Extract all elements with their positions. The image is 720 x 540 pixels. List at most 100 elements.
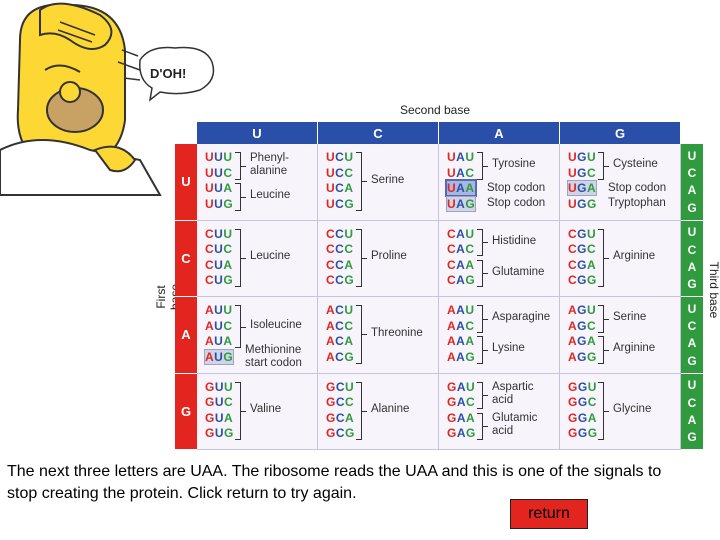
codon-bracket (598, 305, 609, 333)
codon-guu: GUU (205, 380, 233, 394)
amino-acid-label: Asparagine (492, 311, 551, 324)
codon-base: A (447, 349, 457, 364)
codon-base: G (577, 410, 588, 425)
codon-table: U C A G U C A G UUU UUC UUA UUG Phenyl- alan… (175, 122, 703, 450)
codon-cell: ACU ACC ACA ACG Threonine (318, 297, 439, 374)
instruction-message: The next three letters are UAA. The ribo… (7, 463, 662, 502)
codon-base: G (577, 395, 588, 409)
codon-base: A (568, 349, 578, 364)
codon-base: G (465, 349, 476, 364)
codon-aau: AAU (447, 303, 475, 317)
codon-auc: AUC (205, 319, 233, 333)
codon-uaa: UAA (445, 179, 477, 197)
codon-gga: GGA (568, 411, 597, 425)
amino-acid-label: Serine (613, 311, 647, 324)
codon-base: A (326, 318, 336, 333)
codon-base: C (335, 226, 345, 241)
codon-bracket (235, 228, 246, 287)
codon-base: C (335, 395, 346, 409)
codon-cua: CUA (205, 258, 233, 272)
codon-base: U (205, 165, 215, 180)
codon-gaa: GAA (447, 411, 475, 425)
codon-base: G (326, 410, 336, 425)
codon-base: U (568, 181, 578, 195)
codon-base: U (214, 242, 224, 256)
codon-caa: CAA (447, 258, 475, 272)
codon-base: A (456, 379, 467, 394)
codon-base: G (447, 395, 457, 409)
codon-gug: GUG (205, 426, 234, 440)
codon-base: C (326, 257, 336, 272)
codon-uca: UCA (326, 181, 354, 195)
codon-base: G (577, 426, 588, 440)
third-base-letter: C (687, 319, 697, 334)
codon-base: A (205, 303, 215, 317)
codon-base: G (577, 196, 588, 211)
codon-bracket (477, 336, 488, 364)
codon-base: C (344, 318, 354, 333)
codon-base: U (447, 181, 457, 195)
codon-base: C (335, 349, 345, 364)
first-base-column: U C A G (175, 144, 197, 450)
codon-base: U (214, 303, 224, 317)
first-base-a: A (175, 297, 197, 374)
codon-base: U (214, 349, 224, 364)
codon-ggg: GGG (568, 426, 598, 440)
codon-base: U (214, 226, 224, 241)
codon-ccu: CCU (326, 227, 354, 241)
codon-base: C (344, 242, 354, 256)
codon-cac: CAC (447, 242, 475, 256)
codon-agc: AGC (568, 319, 596, 333)
codon-aac: AAC (447, 319, 475, 333)
codon-base: C (223, 318, 233, 333)
codon-bracket (598, 152, 609, 180)
codon-base: C (587, 318, 597, 333)
codon-guc: GUC (205, 395, 233, 409)
amino-acid-label: Phenyl- alanine (250, 151, 289, 177)
codon-acc: ACC (326, 319, 354, 333)
codon-cell: UUU UUC UUA UUG Phenyl- alanine Leucine (197, 144, 318, 221)
codon-base: U (214, 150, 224, 164)
third-base-letter: C (687, 395, 697, 410)
return-button[interactable]: return (510, 499, 588, 529)
codon-ucg: UCG (326, 197, 354, 211)
codon-base: G (587, 196, 597, 211)
codon-base: G (466, 426, 476, 440)
codon-base: G (577, 181, 588, 195)
codon-auu: AUU (205, 303, 233, 317)
amino-acid-label: Stop codon (487, 181, 546, 194)
codon-gag: GAG (447, 426, 476, 440)
amino-acid-label: Valine (250, 403, 282, 416)
codon-gau: GAU (447, 380, 475, 394)
amino-acid-label: Stop codon (487, 197, 546, 209)
second-base-u: U (197, 122, 318, 144)
codon-base: U (326, 150, 336, 164)
codon-cell: UAU UAC UAA UAG Tyrosine Stop codon Stop codon (439, 144, 560, 221)
codon-bracket (477, 381, 488, 409)
codon-bracket (235, 381, 246, 440)
codon-base: G (577, 242, 588, 256)
codon-base: C (465, 318, 475, 333)
codon-base: G (344, 273, 355, 287)
codon-base: G (577, 150, 588, 164)
codon-cell: GGU GGC GGA GGG Glycine (560, 373, 681, 450)
codon-bracket (235, 305, 246, 348)
codon-base: C (447, 257, 457, 272)
amino-acid-label: Aspartic acid (492, 381, 534, 407)
codon-base: U (214, 395, 225, 409)
codon-base: G (205, 379, 215, 394)
codon-base: A (587, 181, 597, 195)
codon-base: U (214, 426, 225, 440)
codon-cgc: CGC (568, 242, 596, 256)
codon-ugg: UGG (568, 197, 597, 211)
codon-base: G (587, 273, 597, 287)
codon-bracket (477, 412, 488, 440)
codon-ggc: GGC (568, 395, 597, 409)
codon-base: A (568, 318, 578, 333)
codon-base: G (326, 426, 336, 440)
codon-base: U (568, 150, 578, 164)
codon-bracket (477, 228, 488, 256)
amino-acid-label: Tryptophan (608, 197, 666, 209)
